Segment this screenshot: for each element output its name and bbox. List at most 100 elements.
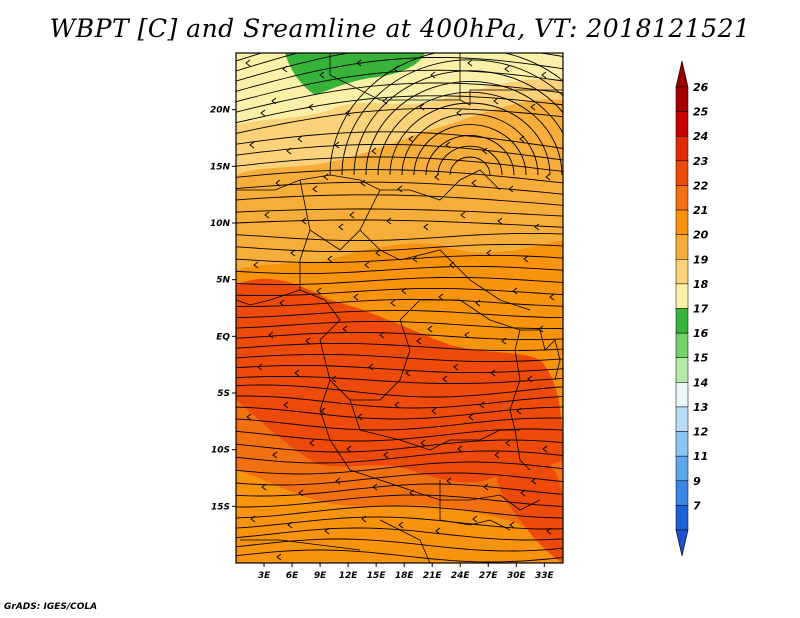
latitude-axis: 20N 15N 10N 5N EQ 5S 10S 15S bbox=[210, 106, 236, 512]
colorbar-swatch bbox=[675, 86, 689, 112]
streamline-arc bbox=[437, 145, 503, 176]
colorbar-label: 14 bbox=[693, 376, 708, 389]
colorbar-swatch bbox=[675, 431, 689, 457]
streamline-arrow bbox=[467, 59, 473, 67]
lon-tick-label: 9E bbox=[314, 571, 327, 581]
streamline bbox=[236, 375, 563, 385]
chart-title: WBPT [C] and Sreamline at 400hPa, VT: 20… bbox=[49, 14, 751, 43]
colorbar-swatch bbox=[675, 160, 689, 186]
streamline-arrow bbox=[331, 375, 337, 383]
colorbar-label: 9 bbox=[693, 475, 701, 488]
colorbar-swatch bbox=[675, 209, 689, 235]
streamline-arrow bbox=[264, 211, 270, 219]
colorbar-swatch bbox=[675, 357, 689, 383]
streamline-arrow bbox=[283, 401, 289, 409]
lat-tick-label: 10S bbox=[211, 446, 230, 456]
streamline-arrow bbox=[260, 109, 266, 117]
streamline bbox=[236, 406, 563, 420]
streamline-arrow bbox=[520, 489, 526, 497]
streamline-arrow bbox=[372, 483, 378, 491]
streamline bbox=[236, 243, 563, 253]
colorbar-label: 20 bbox=[693, 229, 709, 242]
streamline bbox=[236, 483, 563, 497]
streamline-arc bbox=[425, 134, 515, 176]
colorbar-swatch bbox=[675, 332, 689, 358]
streamline bbox=[236, 417, 563, 431]
streamline-arc bbox=[401, 113, 539, 176]
region-green bbox=[285, 53, 425, 95]
colorbar-label: 11 bbox=[693, 450, 708, 463]
streamline-arrow bbox=[338, 223, 344, 231]
lon-tick-label: 6E bbox=[286, 571, 299, 581]
streamline-arrow bbox=[334, 141, 340, 149]
streamline bbox=[236, 143, 563, 161]
streamline-arrow bbox=[423, 223, 429, 231]
map-frame bbox=[235, 52, 564, 564]
streamline-arc bbox=[377, 91, 563, 176]
streamline-arc bbox=[353, 70, 563, 176]
streamline bbox=[236, 309, 563, 319]
streamline-arrow bbox=[357, 413, 363, 421]
streamline-arrow bbox=[345, 109, 351, 117]
streamline bbox=[236, 276, 563, 286]
streamline-arrow bbox=[505, 439, 511, 447]
streamline bbox=[236, 461, 563, 475]
streamline-arrow bbox=[435, 527, 441, 535]
region-southeast-red bbox=[494, 440, 563, 563]
colorbar-label: 13 bbox=[693, 401, 709, 414]
streamline-arrow bbox=[427, 325, 433, 333]
streamline bbox=[236, 364, 563, 374]
colorbar: 26 25 24 23 22 21 20 19 18 17 16 15 14 13 12 11 9 7 bbox=[675, 60, 709, 557]
streamline-arrow bbox=[327, 255, 333, 263]
streamline bbox=[236, 428, 563, 442]
streamline-arrow bbox=[549, 293, 555, 301]
streamline-arrow bbox=[324, 527, 330, 535]
streamline-arrow bbox=[346, 445, 352, 453]
streamline bbox=[236, 254, 563, 264]
streamline-arrow bbox=[276, 553, 282, 561]
colorbar-label: 21 bbox=[693, 204, 708, 217]
streamline-arrow bbox=[530, 103, 536, 111]
colorbar-label: 22 bbox=[693, 179, 709, 192]
streamline-arrow bbox=[497, 217, 503, 225]
colorbar-swatch bbox=[675, 135, 689, 162]
streamline bbox=[236, 538, 563, 552]
streamline-arrow bbox=[394, 401, 400, 409]
streamline-arrow bbox=[305, 337, 311, 345]
streamline-arrow bbox=[512, 287, 518, 295]
streamline bbox=[236, 494, 563, 508]
streamline-arrow bbox=[445, 141, 451, 149]
streamline bbox=[236, 53, 563, 82]
streamline-arrow bbox=[320, 407, 326, 415]
streamline-arrow bbox=[482, 147, 488, 155]
colorbar-label: 19 bbox=[693, 253, 709, 266]
streamline-arrow bbox=[460, 211, 466, 219]
streamline-arrow bbox=[386, 217, 392, 225]
colorbar-swatch bbox=[675, 259, 689, 285]
colorbar-label: 24 bbox=[693, 130, 708, 143]
colorbar-swatch bbox=[675, 406, 689, 432]
lon-tick-label: 15E bbox=[367, 571, 387, 581]
streamline-arrow bbox=[456, 109, 462, 117]
streamline-arrow bbox=[379, 331, 385, 339]
colorbar-label: 12 bbox=[693, 426, 709, 439]
streamline bbox=[236, 181, 563, 195]
streamline-arrow bbox=[294, 369, 300, 377]
streamline bbox=[236, 131, 563, 149]
colorbar-label: 23 bbox=[693, 155, 709, 168]
streamline-arrow bbox=[375, 249, 381, 257]
streamline-arrow bbox=[279, 299, 285, 307]
lon-tick-label: 33E bbox=[535, 571, 555, 581]
streamline-arrow bbox=[449, 261, 455, 269]
streamline-arrow bbox=[508, 185, 514, 193]
streamline-arrow bbox=[504, 65, 510, 73]
streamline-arrow bbox=[419, 103, 425, 111]
streamline-arrow bbox=[434, 173, 440, 181]
colorbar-arrow-top bbox=[675, 60, 689, 88]
streamline-arrow bbox=[312, 185, 318, 193]
colorbar-label: 16 bbox=[693, 327, 709, 340]
streamline bbox=[236, 219, 563, 228]
colorbar-swatch bbox=[675, 185, 689, 211]
streamline bbox=[236, 232, 563, 242]
